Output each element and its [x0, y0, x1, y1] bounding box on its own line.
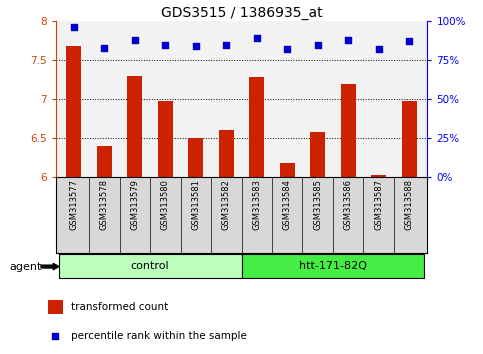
- Bar: [341, 84, 356, 177]
- Bar: [310, 132, 326, 177]
- Bar: [249, 77, 264, 177]
- Text: GSM313586: GSM313586: [344, 179, 353, 230]
- Point: [222, 42, 230, 47]
- Bar: [188, 138, 203, 177]
- Point: [70, 25, 78, 30]
- Point: [284, 46, 291, 52]
- Bar: [371, 175, 386, 177]
- Text: htt-171-82Q: htt-171-82Q: [299, 261, 367, 272]
- Title: GDS3515 / 1386935_at: GDS3515 / 1386935_at: [161, 6, 322, 20]
- Point: [100, 45, 108, 51]
- Bar: [401, 102, 417, 177]
- Point: [51, 333, 59, 339]
- Point: [344, 37, 352, 43]
- Bar: [66, 46, 82, 177]
- Text: GSM313580: GSM313580: [161, 179, 170, 230]
- Text: GSM313588: GSM313588: [405, 179, 413, 230]
- Text: GSM313583: GSM313583: [252, 179, 261, 230]
- Bar: [242, 255, 425, 278]
- Point: [192, 43, 199, 49]
- Bar: [127, 76, 142, 177]
- Text: agent: agent: [10, 262, 42, 272]
- Text: GSM313584: GSM313584: [283, 179, 292, 230]
- Point: [161, 42, 169, 47]
- Point: [131, 37, 139, 43]
- Point: [253, 35, 261, 41]
- Text: GSM313579: GSM313579: [130, 179, 139, 230]
- Text: control: control: [131, 261, 170, 272]
- Bar: [157, 102, 173, 177]
- Text: GSM313587: GSM313587: [374, 179, 383, 230]
- Bar: [97, 146, 112, 177]
- Bar: [58, 255, 242, 278]
- Text: GSM313582: GSM313582: [222, 179, 231, 230]
- Text: GSM313578: GSM313578: [100, 179, 109, 230]
- Text: GSM313577: GSM313577: [70, 179, 78, 230]
- Bar: [219, 130, 234, 177]
- Point: [314, 42, 322, 47]
- Point: [375, 46, 383, 52]
- Bar: [280, 163, 295, 177]
- Text: percentile rank within the sample: percentile rank within the sample: [71, 331, 247, 341]
- Point: [405, 39, 413, 44]
- Text: GSM313585: GSM313585: [313, 179, 322, 230]
- Bar: [48, 301, 63, 314]
- Text: GSM313581: GSM313581: [191, 179, 200, 230]
- Text: transformed count: transformed count: [71, 302, 169, 313]
